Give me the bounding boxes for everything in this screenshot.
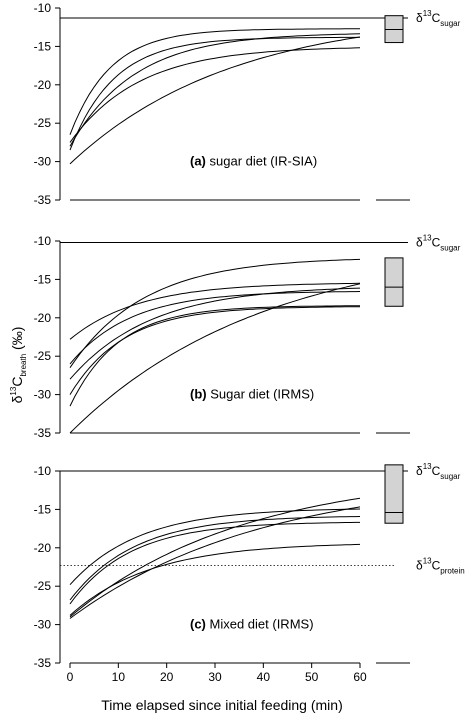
x-tick-label: 10 — [112, 670, 126, 684]
reference-label-protein: δ13Cprotein — [416, 556, 465, 575]
y-tick-label: -25 — [34, 579, 52, 593]
reference-label-sugar: δ13Csugar — [416, 462, 461, 481]
y-tick-label: -10 — [34, 234, 52, 248]
y-tick-label: -30 — [34, 388, 52, 402]
series-line-1 — [69, 258, 361, 368]
y-tick-label: -10 — [34, 1, 52, 15]
x-axis-title: Time elapsed since initial feeding (min) — [101, 697, 342, 713]
y-tick-label: -35 — [34, 426, 52, 440]
x-tick-label: 60 — [353, 670, 367, 684]
boxplot-box — [384, 464, 404, 524]
y-tick-label: -15 — [34, 502, 52, 516]
series-line-1 — [69, 508, 361, 586]
x-tick-label: 40 — [257, 670, 271, 684]
series-line-3 — [69, 36, 361, 151]
y-tick-label: -35 — [34, 656, 52, 670]
series-line-5 — [69, 36, 361, 165]
series-line-7 — [69, 283, 361, 434]
series-line-4 — [69, 47, 361, 143]
series-line-5 — [69, 506, 361, 619]
reference-label-sugar: δ13Csugar — [416, 234, 461, 253]
series-line-4 — [69, 543, 361, 616]
y-tick-label: -25 — [34, 116, 52, 130]
series-line-3 — [69, 291, 361, 365]
series-line-2 — [69, 282, 361, 340]
y-axis-title: δ13Cbreath (‰) — [9, 327, 28, 404]
y-tick-label: -20 — [34, 78, 52, 92]
series-line-1 — [69, 28, 360, 135]
y-tick-label: -30 — [34, 618, 52, 632]
x-tick-label: 20 — [160, 670, 174, 684]
y-tick-label: -35 — [34, 193, 52, 207]
series-line-4 — [69, 287, 361, 380]
series-line-3 — [69, 521, 360, 605]
panel-label-a: (a) sugar diet (IR-SIA) — [190, 154, 317, 169]
series-line-6 — [69, 497, 361, 618]
series-line-2 — [69, 516, 361, 601]
x-tick-label: 50 — [305, 670, 319, 684]
panel-label-c: (c) Mixed diet (IRMS) — [190, 617, 314, 632]
y-tick-label: -15 — [34, 39, 52, 53]
y-tick-label: -15 — [34, 272, 52, 286]
y-tick-label: -25 — [34, 349, 52, 363]
series-line-6 — [69, 306, 360, 395]
panel-b: -10 -15 -20 -25 -30 -35 δ13Csugar (b) Sugar die… — [34, 234, 461, 440]
panel-label-b: (b) Sugar diet (IRMS) — [190, 387, 314, 402]
y-tick-label: -20 — [34, 541, 52, 555]
series-line-2 — [69, 33, 361, 147]
y-tick-label: -30 — [34, 155, 52, 169]
panel-a: -10 -15 -20 -25 -30 -35 δ13Csugar (a) sugar die… — [34, 1, 461, 207]
x-tick-label: 0 — [67, 670, 74, 684]
boxplot-box — [384, 257, 404, 307]
reference-label-sugar: δ13Csugar — [416, 9, 461, 28]
svg-text:δ13Cbreath (‰): δ13Cbreath (‰) — [9, 327, 28, 404]
x-tick-label: 30 — [208, 670, 222, 684]
panel-c: -10 -15 -20 -25 -30 -35 0 10 20 30 40 50 60 δ13Csugar… — [34, 462, 465, 684]
y-tick-label: -10 — [34, 464, 52, 478]
y-tick-label: -20 — [34, 311, 52, 325]
